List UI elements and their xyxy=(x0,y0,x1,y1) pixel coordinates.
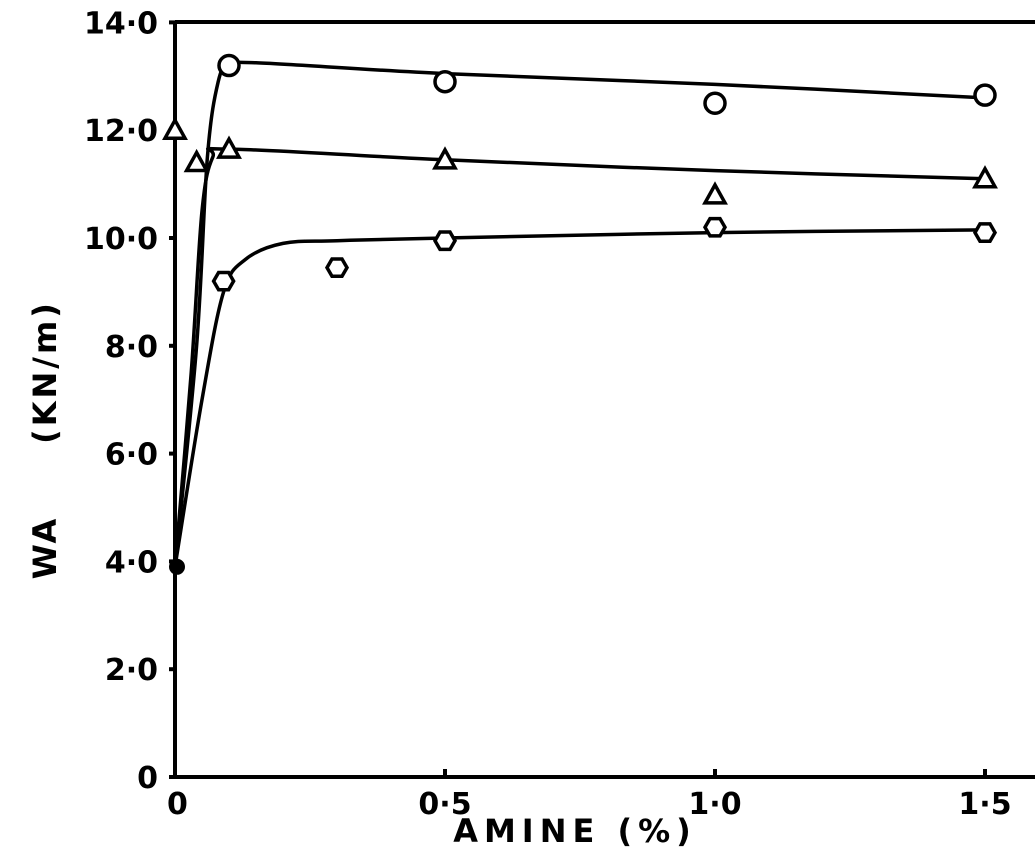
series-triangle-point xyxy=(972,165,998,189)
axes xyxy=(173,20,1035,779)
y-tick-label: 12·0 xyxy=(84,114,158,149)
x-axis-title: AMINE (%) xyxy=(453,812,697,850)
x-tick-label: 0 xyxy=(167,787,188,822)
series-triangle-point xyxy=(162,116,188,140)
y-ticks: 0 2·0 4·0 6·0 8·0 10·0 12·0 14·0 xyxy=(84,6,175,796)
origin-point-filled xyxy=(169,558,185,575)
y-tick-label: 2·0 xyxy=(105,653,158,688)
x-tick-label: 1·5 xyxy=(958,787,1011,822)
series-triangle-point xyxy=(216,135,242,159)
series-triangle-curve xyxy=(173,146,987,569)
y-axis-title-main: WA xyxy=(26,517,64,580)
y-tick-label: 8·0 xyxy=(105,330,158,365)
x-tick-label: 1·0 xyxy=(688,787,741,822)
series-triangle-point xyxy=(432,146,458,170)
series-circle-point xyxy=(703,91,727,115)
x-tick-label: 0·5 xyxy=(418,787,471,822)
series-hexagon-point xyxy=(972,222,998,244)
y-tick-label: 14·0 xyxy=(84,6,158,41)
series-triangle-point xyxy=(702,181,728,205)
series-hexagon-curve xyxy=(173,228,987,569)
y-tick-label: 10·0 xyxy=(84,222,158,257)
series-circle-point xyxy=(433,69,457,94)
series-circle-curve xyxy=(173,60,987,569)
y-tick-label: 0 xyxy=(137,761,158,796)
series-hexagon-point xyxy=(432,230,458,252)
series-hexagon-point xyxy=(702,216,728,238)
series-circle-point xyxy=(973,83,997,107)
series-triangle-point xyxy=(183,148,210,173)
y-tick-label: 4·0 xyxy=(105,545,158,580)
y-axis-title-unit: (KN/m) xyxy=(26,300,64,444)
series-curves xyxy=(173,60,987,569)
y-tick-label: 6·0 xyxy=(105,438,158,473)
series-markers xyxy=(162,53,998,575)
series-hexagon-point xyxy=(324,257,350,279)
series-hexagon-point xyxy=(211,270,236,292)
series-circle-point xyxy=(217,53,241,78)
x-ticks: 0 0·5 1·0 1·5 xyxy=(167,769,1012,822)
